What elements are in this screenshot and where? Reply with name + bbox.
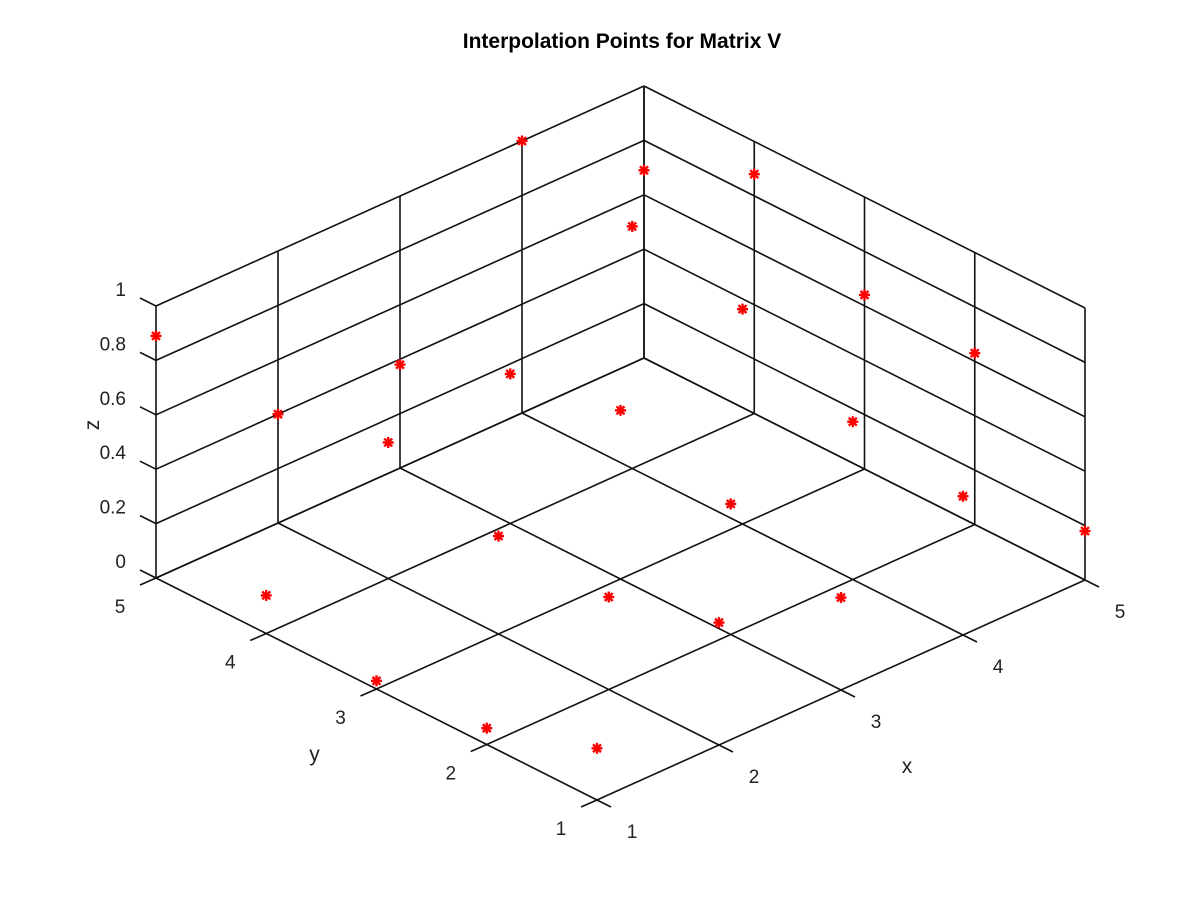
- y-tick-mark: [139, 577, 157, 586]
- side-wall-grid-line-horizontal: [643, 139, 1086, 364]
- data-point: [260, 589, 272, 601]
- data-point: [371, 675, 382, 687]
- x-tick-mark: [962, 634, 978, 643]
- data-point: [516, 135, 528, 147]
- data-point: [603, 591, 615, 603]
- back-wall-grid-line-horizontal: [155, 302, 645, 525]
- data-point: [737, 303, 748, 315]
- y-tick-mark: [249, 632, 267, 642]
- y-tick-label: 3: [335, 708, 346, 729]
- data-point: [150, 330, 162, 342]
- z-tick-label: 0: [115, 552, 126, 573]
- y-tick-label: 2: [445, 764, 456, 785]
- data-point: [638, 164, 650, 176]
- data-point: [1079, 525, 1091, 537]
- z-tick-mark: [139, 406, 157, 416]
- z-tick-label: 0.2: [100, 498, 126, 519]
- z-axis-label: z: [81, 420, 104, 431]
- side-wall-grid-line-horizontal: [643, 357, 1086, 581]
- y-tick-label: 1: [556, 819, 567, 840]
- x-tick-mark: [718, 744, 734, 753]
- floor-grid-line-y: [376, 468, 865, 690]
- data-point: [835, 592, 847, 604]
- y-tick-mark: [470, 743, 488, 753]
- side-wall-grid-line-horizontal: [643, 302, 1086, 527]
- z-tick-mark: [139, 569, 157, 579]
- x-tick-label: 2: [749, 767, 760, 788]
- data-points: [150, 135, 1091, 754]
- axes-grid: [155, 85, 1086, 801]
- back-wall-grid-line-horizontal: [155, 85, 645, 307]
- x-axis-label: x: [902, 755, 913, 778]
- data-point: [713, 617, 725, 629]
- data-point: [626, 220, 638, 232]
- side-wall-grid-line-horizontal: [643, 194, 1086, 418]
- chart-title: Interpolation Points for Matrix V: [463, 30, 782, 53]
- data-point: [859, 289, 870, 301]
- x-tick-label: 3: [871, 712, 882, 733]
- data-point: [272, 408, 284, 420]
- x-tick-mark: [1084, 579, 1100, 588]
- z-tick-label: 0.8: [100, 334, 126, 355]
- data-point: [725, 498, 737, 510]
- z-tick-mark: [139, 514, 157, 525]
- data-point: [969, 347, 981, 359]
- data-point: [481, 722, 493, 734]
- x-tick-label: 1: [627, 822, 638, 843]
- data-point: [615, 404, 626, 416]
- z-tick-mark: [139, 351, 157, 362]
- y-tick-label: 4: [225, 653, 236, 674]
- z-tick-label: 0.6: [100, 389, 126, 410]
- data-point: [493, 530, 504, 542]
- axis-ticks: 1 2 3 4 5 1 2 3 4 5 0 0.2 0.4 0.6 0.8 1: [100, 280, 1126, 843]
- floor-grid-line-y: [486, 523, 976, 746]
- y-tick-mark: [580, 799, 598, 808]
- data-point: [382, 437, 394, 448]
- y-tick-mark: [360, 688, 377, 697]
- back-wall-grid-line-horizontal: [155, 139, 645, 362]
- x-tick-label: 4: [993, 657, 1004, 678]
- z-tick-mark: [139, 460, 157, 470]
- back-wall-grid-line-horizontal: [155, 194, 645, 416]
- y-tick-label: 5: [115, 597, 126, 618]
- x-tick-mark: [840, 689, 856, 698]
- side-wall-grid-line-horizontal: [643, 248, 1086, 472]
- data-point: [957, 490, 969, 502]
- data-point: [504, 368, 516, 380]
- floor-grid-line-y: [265, 412, 755, 635]
- axis-labels: x y z: [81, 420, 913, 778]
- side-wall-grid-line-horizontal: [643, 85, 1086, 309]
- back-wall-grid-line-horizontal: [155, 357, 645, 579]
- z-tick-mark: [139, 297, 157, 307]
- z-tick-label: 0.4: [100, 443, 127, 464]
- x-tick-label: 5: [1115, 602, 1126, 623]
- data-point: [847, 416, 859, 428]
- x-tick-mark: [596, 799, 612, 808]
- z-tick-label: 1: [115, 280, 126, 301]
- data-point: [394, 359, 406, 371]
- data-point: [591, 742, 603, 754]
- y-axis-label: y: [309, 743, 320, 766]
- data-point: [748, 168, 760, 180]
